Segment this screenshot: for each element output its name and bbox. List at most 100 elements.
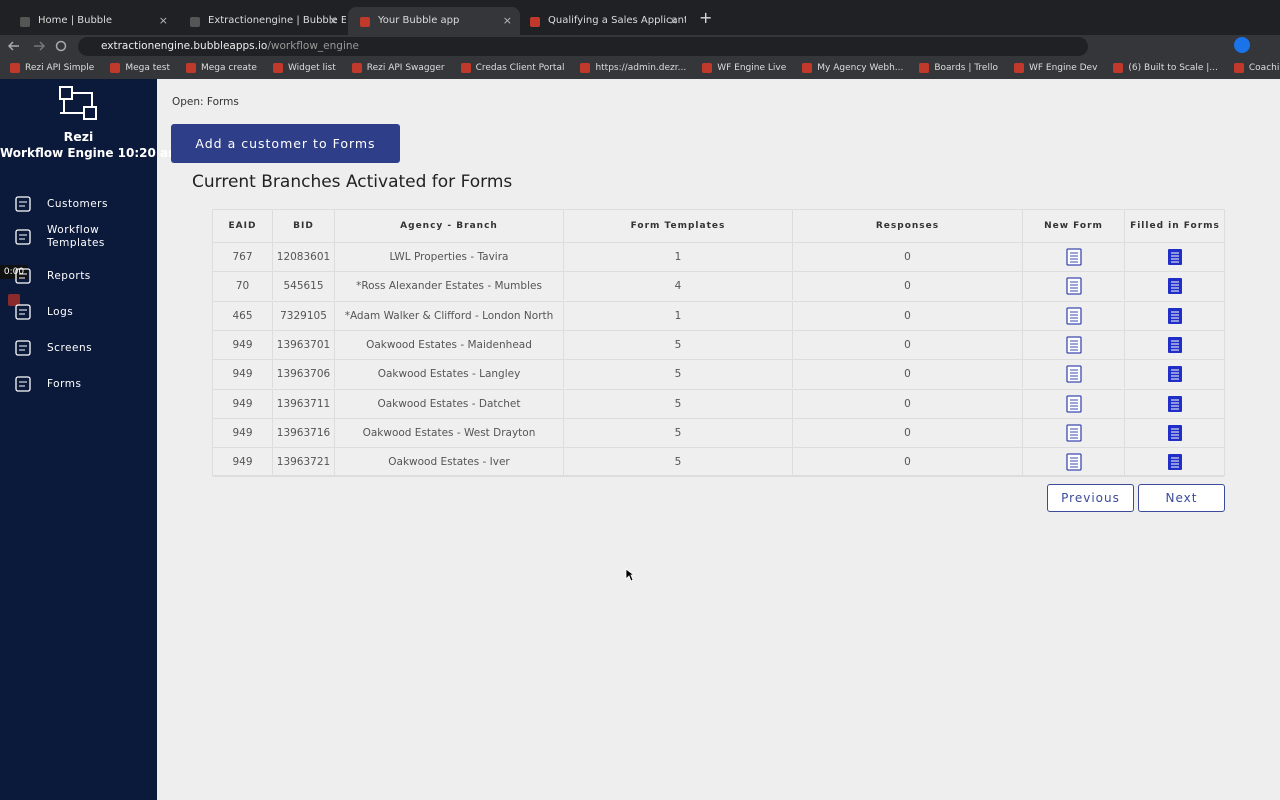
- table-cell: 1: [564, 301, 793, 330]
- filled-forms-icon[interactable]: [1166, 307, 1184, 325]
- new-form-icon[interactable]: [1065, 453, 1083, 471]
- bookmark[interactable]: Rezi API Swagger: [351, 63, 445, 73]
- app-name: Rezi: [63, 129, 94, 144]
- filled-forms-icon[interactable]: [1166, 424, 1184, 442]
- branches-table: EAID BID Agency - Branch Form Templates Resp…: [212, 209, 1225, 478]
- tab-close[interactable]: ×: [158, 14, 168, 27]
- bookmark-label: Coaching No Cod...: [1248, 63, 1280, 73]
- bookmark-label: Credas Client Portal: [475, 63, 565, 73]
- filled-forms-icon[interactable]: [1166, 248, 1184, 266]
- bookmark-label: Mega test: [125, 63, 170, 73]
- new-form-icon[interactable]: [1065, 394, 1083, 413]
- tab-close[interactable]: ×: [502, 14, 512, 27]
- new-form-icon[interactable]: [1065, 277, 1083, 295]
- bookmark[interactable]: (6) Built to Scale |...: [1113, 63, 1218, 73]
- bookmark[interactable]: Coaching No Cod...: [1233, 63, 1280, 73]
- header-rule: [213, 242, 1224, 243]
- new-tab-button[interactable]: +: [699, 8, 713, 27]
- bookmark[interactable]: Widget list: [272, 63, 336, 73]
- cell-border: [1124, 448, 1125, 477]
- recorder-stop[interactable]: [8, 294, 20, 306]
- table-cell: 5: [564, 330, 793, 359]
- table-cell: 465: [213, 301, 273, 330]
- table-cell: LWL Properties - Tavira: [335, 243, 564, 271]
- tab-close[interactable]: ×: [668, 14, 678, 27]
- filled-forms-icon[interactable]: [1166, 336, 1184, 354]
- row-rule: [213, 417, 1224, 419]
- new-form-icon[interactable]: [1065, 306, 1083, 325]
- tab-favicon: [20, 17, 30, 27]
- nav-item[interactable]: Logs: [14, 299, 154, 325]
- add-customer-button[interactable]: Add a customer to Forms: [171, 124, 400, 163]
- row-rule: [213, 476, 1224, 478]
- nav-item[interactable]: Forms: [14, 371, 154, 397]
- new-form-icon[interactable]: [1065, 336, 1083, 354]
- tab-close[interactable]: ×: [328, 14, 338, 27]
- bookmark[interactable]: Mega create: [186, 63, 257, 73]
- bookmark[interactable]: Credas Client Portal: [460, 63, 565, 73]
- column-header: Filled in Forms: [1130, 221, 1220, 231]
- bookmark[interactable]: WF Engine Live: [702, 63, 786, 73]
- cell-border: [1124, 301, 1125, 330]
- url-box[interactable]: [78, 37, 1088, 56]
- nav-item[interactable]: Workflow Templates: [14, 224, 154, 250]
- cell-border: [1124, 272, 1125, 301]
- new-form-icon[interactable]: [1065, 248, 1083, 266]
- filled-forms-icon[interactable]: [1166, 453, 1184, 471]
- table-cell: 0: [793, 330, 1023, 359]
- table-cell: 949: [213, 389, 273, 418]
- bookmark[interactable]: https://admin.dezr...: [580, 63, 686, 73]
- nav-item[interactable]: Screens: [14, 335, 154, 361]
- table-cell: 767: [213, 243, 273, 271]
- bookmark[interactable]: Boards | Trello: [919, 63, 998, 73]
- bookmark-icon: [460, 63, 471, 73]
- nav-item[interactable]: Customers: [14, 191, 154, 217]
- new-form-icon[interactable]: [1065, 424, 1083, 442]
- bookmark-label: (6) Built to Scale |...: [1128, 63, 1218, 73]
- table-cell: 545615: [273, 272, 335, 301]
- nav-item[interactable]: Reports: [14, 263, 154, 289]
- bookmark-icon: [802, 63, 813, 73]
- row-rule: [213, 271, 1224, 273]
- browser-tab[interactable]: Your Bubble app ×: [348, 7, 520, 35]
- new-form-icon[interactable]: [1065, 365, 1083, 383]
- browser-tab[interactable]: Extractionengine | Bubble Edito×: [178, 7, 346, 35]
- nav-icon: [15, 196, 31, 212]
- bookmark[interactable]: Rezi API Simple: [10, 63, 94, 73]
- table-cell: *Ross Alexander Estates - Mumbles: [335, 272, 564, 301]
- nav-buttons[interactable]: [0, 35, 80, 58]
- bookmark[interactable]: WF Engine Dev: [1013, 63, 1097, 73]
- bookmark-icon: [1113, 63, 1124, 73]
- table-cell: 5: [564, 418, 793, 447]
- bookmark-icon: [351, 63, 362, 73]
- cell-border: [1124, 243, 1125, 271]
- bookmark-icon: [272, 63, 283, 73]
- table-cell: 0: [793, 243, 1023, 271]
- bookmark[interactable]: Mega test: [110, 63, 170, 73]
- previous-button[interactable]: Previous: [1047, 484, 1134, 512]
- filled-forms-icon[interactable]: [1166, 395, 1184, 413]
- nav-label: Screens: [47, 341, 93, 354]
- cell-border: [1124, 360, 1125, 389]
- browser-tab[interactable]: Qualifying a Sales Applicant - ×: [518, 7, 686, 35]
- table-cell: 5: [564, 448, 793, 477]
- filled-forms-icon[interactable]: [1166, 365, 1184, 383]
- profile-avatar[interactable]: [1234, 37, 1250, 53]
- cell-border: [1124, 330, 1125, 359]
- table-cell: 0: [793, 448, 1023, 477]
- nav-label: Reports: [47, 269, 91, 282]
- table-cell: *Adam Walker & Clifford - London North: [335, 301, 564, 330]
- nav-icon: [15, 376, 31, 392]
- bookmark-label: Boards | Trello: [934, 63, 998, 73]
- column-header: Agency - Branch: [335, 210, 564, 242]
- bookmark-label: Mega create: [201, 63, 257, 73]
- bookmark-icon: [580, 63, 591, 73]
- table-cell: 5: [564, 360, 793, 389]
- filled-forms-icon[interactable]: [1166, 277, 1184, 295]
- browser-tab[interactable]: Home | Bubble ×: [8, 7, 176, 35]
- table-cell: 0: [793, 301, 1023, 330]
- app-subtitle: Workflow Engine 10:20 am: [0, 146, 181, 160]
- bookmark[interactable]: My Agency Webh...: [802, 63, 903, 73]
- next-button[interactable]: Next: [1138, 484, 1225, 512]
